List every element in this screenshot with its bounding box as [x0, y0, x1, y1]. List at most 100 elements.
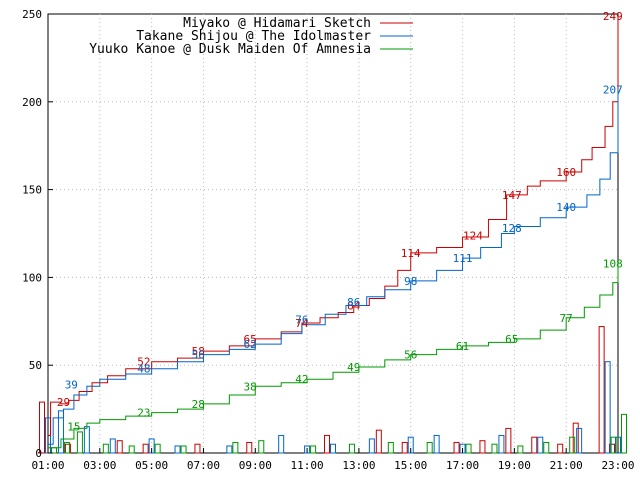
data-label: 49 [347, 361, 360, 374]
data-label: 147 [502, 189, 522, 202]
bar [598, 326, 605, 454]
bar [498, 434, 505, 454]
bar [174, 445, 181, 454]
bar [621, 413, 627, 454]
x-tick-label: 01:00 [31, 459, 64, 472]
bar [572, 422, 579, 454]
x-tick-label: 03:00 [83, 459, 116, 472]
data-label: 84 [347, 299, 361, 312]
x-tick-label: 19:00 [498, 459, 531, 472]
bar [194, 443, 201, 454]
data-label: 52 [137, 356, 150, 369]
y-tick-label: 150 [22, 184, 42, 197]
series-line [48, 15, 619, 436]
bar [610, 436, 617, 454]
bar [537, 436, 544, 454]
x-tick-label: 23:00 [601, 459, 634, 472]
bar [505, 427, 512, 454]
bar [246, 441, 253, 454]
data-label: 23 [137, 407, 150, 420]
x-axis-ticks: 01:00 03:00 05:00 07:00 09:00 11:00 13:00 15:00… [31, 448, 635, 472]
data-label: 249 [603, 10, 623, 23]
y-tick-label: 200 [22, 96, 42, 109]
bar [517, 445, 524, 454]
data-label: 111 [453, 252, 473, 265]
data-label: 114 [401, 247, 421, 260]
bar [76, 431, 83, 454]
x-tick-label: 07:00 [187, 459, 220, 472]
data-label: 74 [295, 317, 309, 330]
data-label: 39 [65, 379, 78, 392]
x-tick-label: 05:00 [135, 459, 168, 472]
bar [426, 441, 433, 454]
bar [324, 434, 330, 454]
legend-label: Miyako @ Hidamari Sketch [183, 16, 371, 31]
bar [154, 443, 161, 454]
bar [531, 436, 538, 454]
grid [48, 14, 618, 453]
y-tick-label: 250 [22, 8, 42, 21]
bar [57, 410, 64, 454]
data-label: 128 [502, 222, 522, 235]
bar [226, 445, 233, 454]
x-tick-label: 21:00 [550, 459, 583, 472]
y-tick-label: 0 [35, 447, 42, 460]
data-label: 140 [556, 201, 576, 214]
bar [491, 443, 498, 454]
y-axis-ticks: 0 50 100 150 200 250 [22, 8, 53, 460]
legend-label: Yuuko Kanoe @ Dusk Maiden Of Amnesia [89, 42, 371, 57]
data-label: 56 [404, 349, 417, 362]
bar [116, 440, 123, 454]
x-tick-label: 17:00 [446, 459, 479, 472]
data-label: 207 [603, 84, 623, 97]
bar [557, 443, 564, 454]
x-tick-label: 11:00 [291, 459, 324, 472]
bar [465, 443, 472, 454]
data-label: 38 [243, 380, 256, 393]
bar [387, 441, 394, 454]
bar [63, 441, 70, 454]
bar [128, 445, 135, 454]
lines-layer [48, 15, 619, 449]
data-label: 62 [243, 338, 256, 351]
bar [310, 445, 317, 454]
data-label: 124 [463, 229, 483, 242]
data-label: 58 [192, 345, 205, 358]
bar [433, 434, 440, 454]
bar [330, 443, 336, 454]
bar [348, 443, 355, 454]
plot-area [47, 13, 619, 454]
x-tick-label: 09:00 [239, 459, 272, 472]
bar [543, 441, 550, 454]
bar [569, 436, 576, 454]
bar [142, 443, 149, 454]
bar [232, 441, 239, 454]
data-label: 65 [243, 333, 256, 346]
data-label: 77 [560, 312, 573, 325]
data-label: 42 [295, 373, 308, 386]
bar [576, 427, 583, 454]
data-label: 48 [137, 363, 150, 376]
point-labels-layer: 29 52 58 65 74 84 114 124 147 160 249 39 48 56 62 76 86 9… [57, 10, 623, 434]
bar [604, 361, 611, 454]
bars-layer [39, 326, 627, 454]
legend-label: Takane Shijou @ The Idolmaster [136, 29, 371, 44]
data-label: 76 [295, 314, 308, 327]
bar [180, 445, 187, 454]
x-tick-label: 15:00 [394, 459, 427, 472]
bar [102, 443, 109, 454]
data-label: 160 [556, 166, 576, 179]
data-label: 86 [347, 296, 360, 309]
bar [453, 441, 460, 454]
bar [368, 438, 375, 454]
y-tick-label: 50 [29, 359, 42, 372]
bar [258, 440, 265, 454]
bar [479, 440, 486, 454]
data-label: 28 [192, 398, 205, 411]
bar [39, 401, 45, 454]
data-label: 108 [603, 257, 623, 270]
data-label: 65 [505, 333, 518, 346]
series-line [48, 89, 619, 445]
